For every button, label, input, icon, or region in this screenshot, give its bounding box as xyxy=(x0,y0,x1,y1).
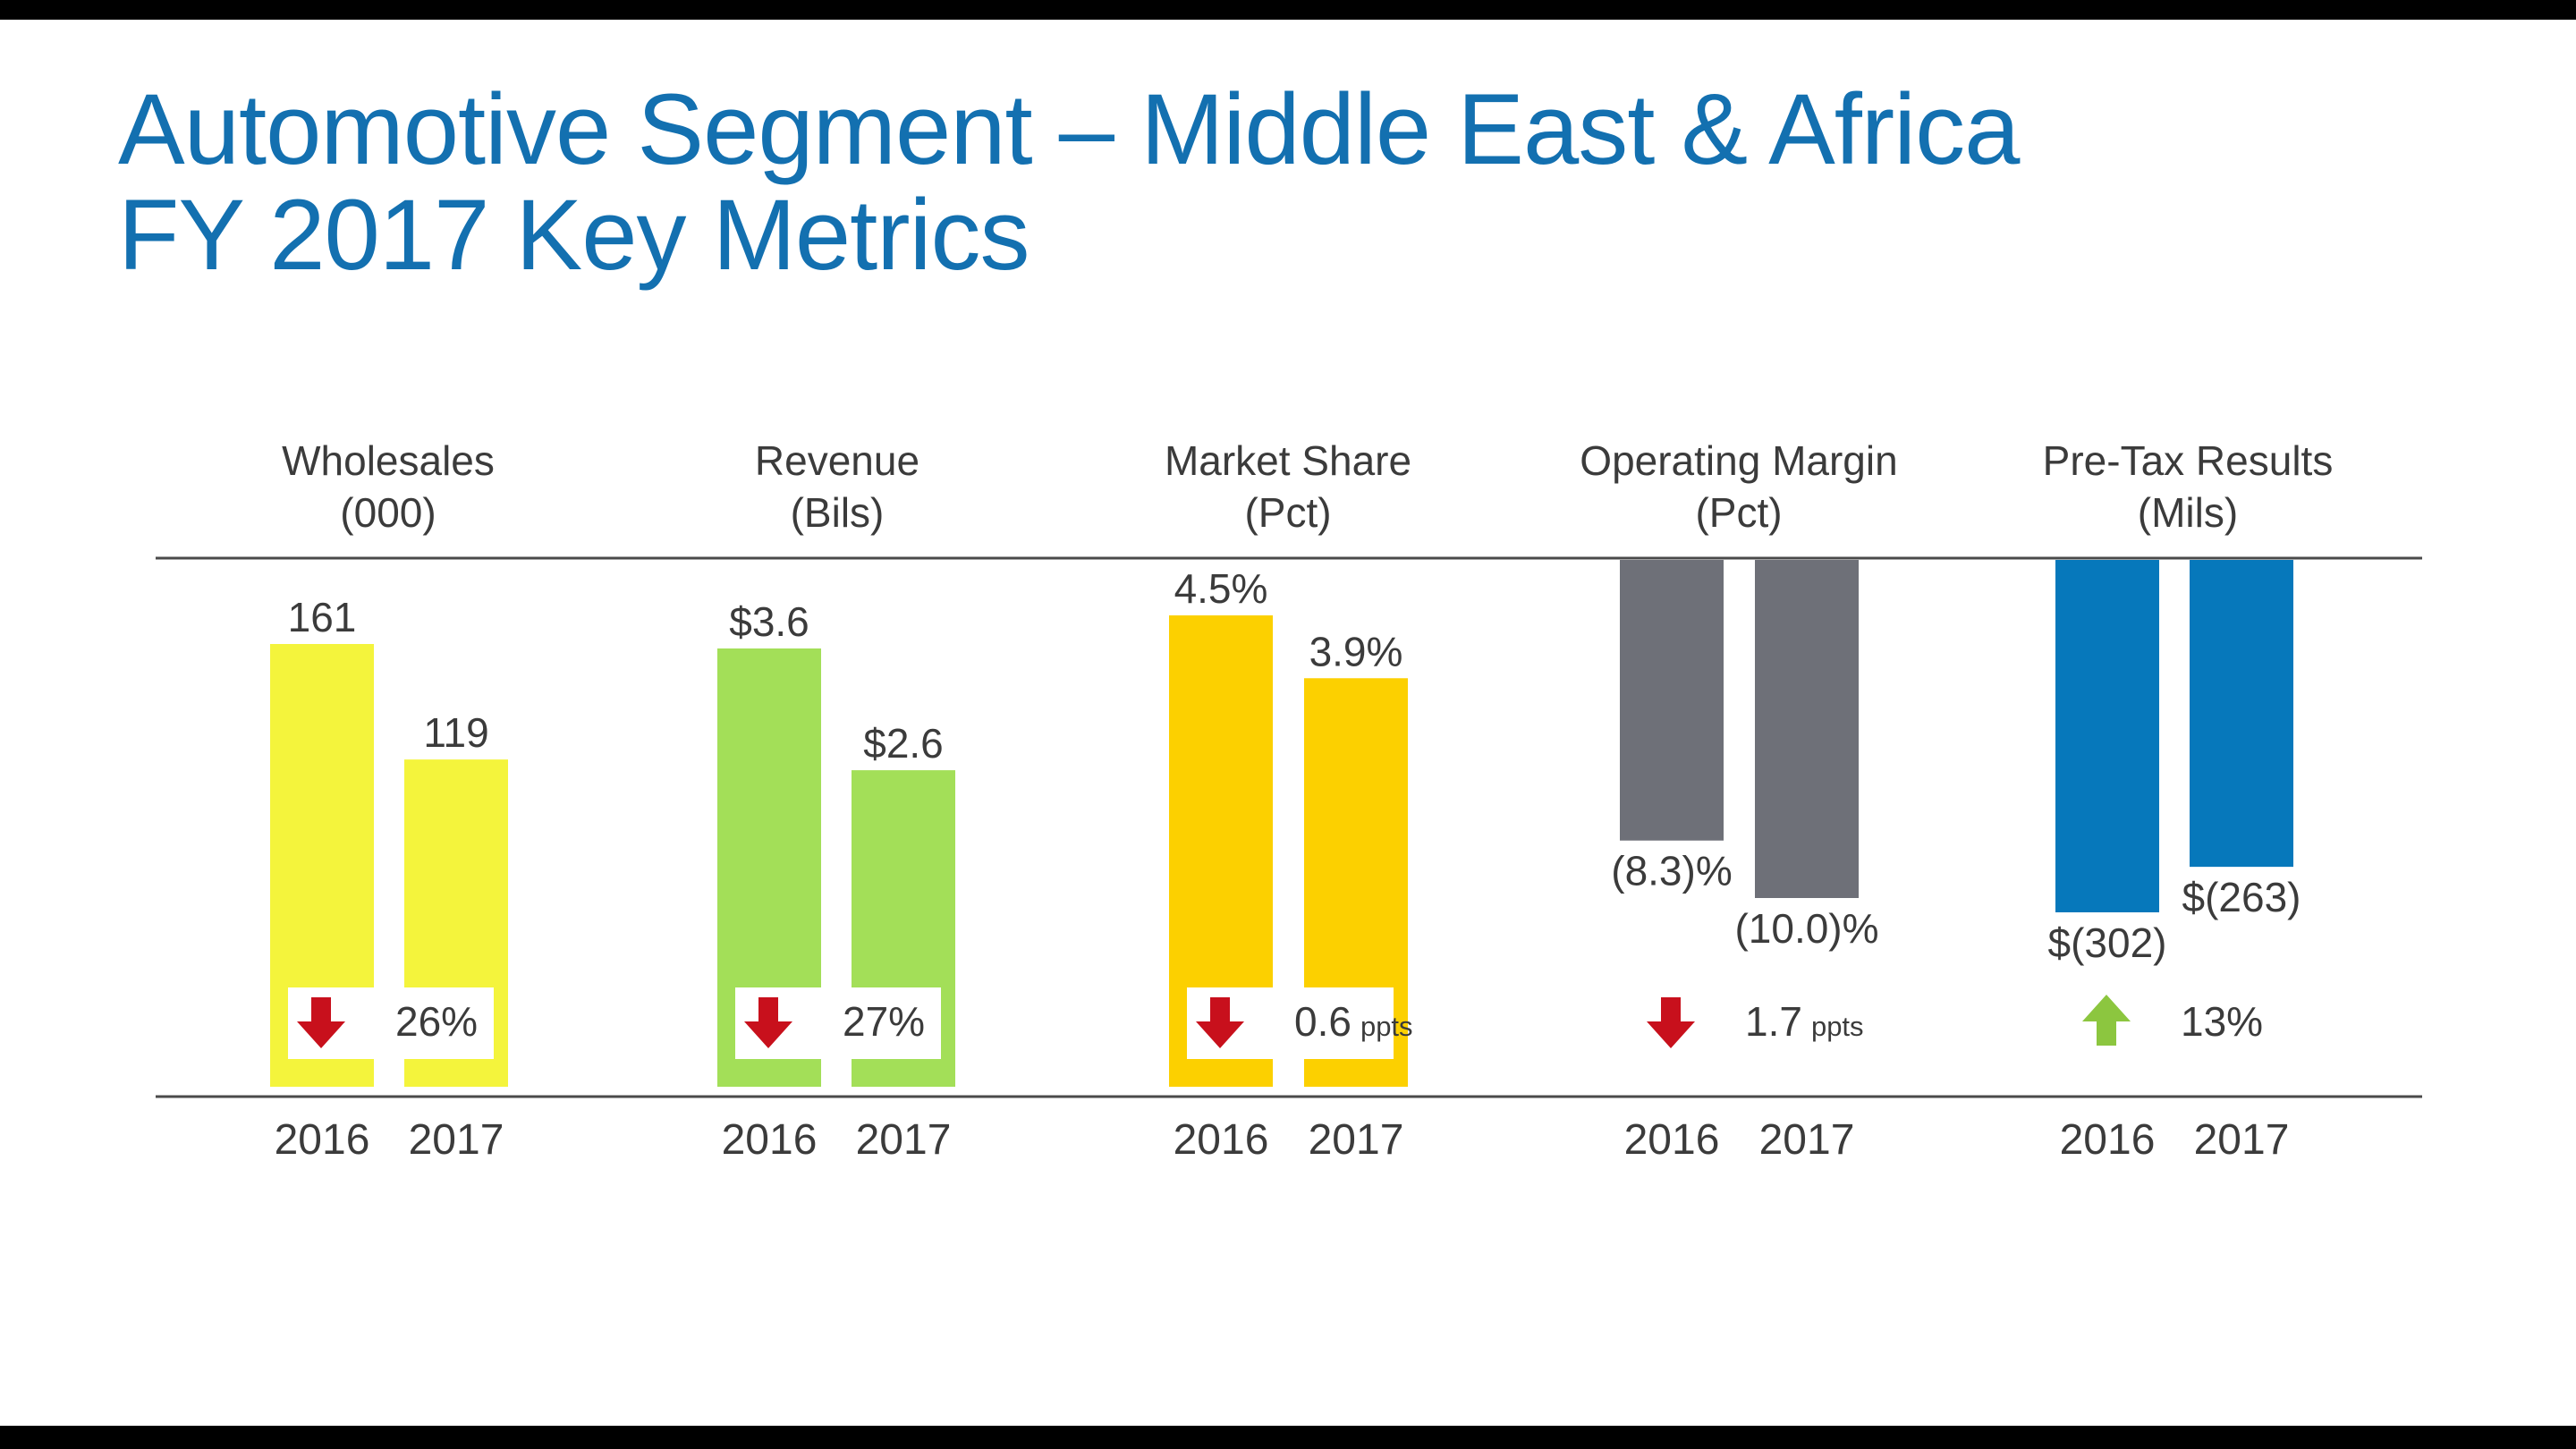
pre-tax-results-year-label-2016: 2016 xyxy=(2060,1116,2156,1164)
operating-margin-year-label-2017: 2017 xyxy=(1759,1116,1855,1164)
pre-tax-results-data-label-2017: $(263) xyxy=(2182,874,2301,920)
operating-margin-data-label-2016: (8.3)% xyxy=(1611,848,1732,894)
wholesales-year-label-2017: 2017 xyxy=(409,1116,504,1164)
operating-margin-unit-label: (Pct) xyxy=(1695,489,1782,536)
revenue-year-label-2017: 2017 xyxy=(856,1116,952,1164)
revenue-header: Revenue xyxy=(755,437,919,484)
pre-tax-results-change-value: 13% xyxy=(2181,998,2263,1045)
wholesales-data-label-2017: 119 xyxy=(423,709,488,756)
wholesales-change-value: 26% xyxy=(395,998,478,1045)
market-share-data-label-2016: 4.5% xyxy=(1174,565,1268,612)
wholesales-unit-label: (000) xyxy=(340,489,436,536)
page-title: Automotive Segment – Middle East & Afric… xyxy=(118,73,2020,291)
operating-margin-bar-2016 xyxy=(1620,560,1724,841)
title-line-2: FY 2017 Key Metrics xyxy=(118,179,1030,291)
pre-tax-results-data-label-2016: $(302) xyxy=(2048,919,2167,966)
revenue-unit-label: (Bils) xyxy=(791,489,885,536)
wholesales-change-arrow-down-icon xyxy=(297,997,345,1048)
pre-tax-results-year-label-2017: 2017 xyxy=(2194,1116,2290,1164)
pre-tax-results-unit-label: (Mils) xyxy=(2138,489,2238,536)
pre-tax-results-change-arrow-up-icon xyxy=(2082,995,2131,1046)
operating-margin-header: Operating Margin xyxy=(1580,437,1897,484)
pre-tax-results-bar-2016 xyxy=(2055,560,2159,912)
operating-margin-change-arrow-down-icon xyxy=(1647,997,1695,1048)
revenue-change-arrow-down-icon xyxy=(744,997,792,1048)
wholesales-header: Wholesales xyxy=(282,437,495,484)
operating-margin-bar-2017 xyxy=(1755,560,1859,898)
revenue-change-value: 27% xyxy=(843,998,925,1045)
wholesales-data-label-2016: 161 xyxy=(288,594,357,640)
top-border xyxy=(0,0,2576,20)
market-share-unit-label: (Pct) xyxy=(1244,489,1331,536)
market-share-data-label-2017: 3.9% xyxy=(1309,628,1403,674)
wholesales-year-label-2016: 2016 xyxy=(275,1116,370,1164)
operating-margin-data-label-2017: (10.0)% xyxy=(1734,905,1878,952)
revenue-data-label-2016: $3.6 xyxy=(729,598,809,645)
bottom-border xyxy=(0,1426,2576,1449)
revenue-year-label-2016: 2016 xyxy=(722,1116,818,1164)
market-share-header: Market Share xyxy=(1165,437,1411,484)
market-share-year-label-2017: 2017 xyxy=(1309,1116,1404,1164)
operating-margin-change-value: 1.7 ppts xyxy=(1745,998,1864,1045)
pre-tax-results-header: Pre-Tax Results xyxy=(2043,437,2334,484)
title-line-1: Automotive Segment – Middle East & Afric… xyxy=(118,73,2020,185)
market-share-change-arrow-down-icon xyxy=(1196,997,1244,1048)
operating-margin-year-label-2016: 2016 xyxy=(1624,1116,1720,1164)
revenue-data-label-2017: $2.6 xyxy=(863,720,944,767)
market-share-change-unit: ppts xyxy=(1360,1011,1413,1042)
operating-margin-change-unit: ppts xyxy=(1811,1011,1864,1042)
pre-tax-results-bar-2017 xyxy=(2190,560,2293,868)
market-share-year-label-2016: 2016 xyxy=(1174,1116,1269,1164)
